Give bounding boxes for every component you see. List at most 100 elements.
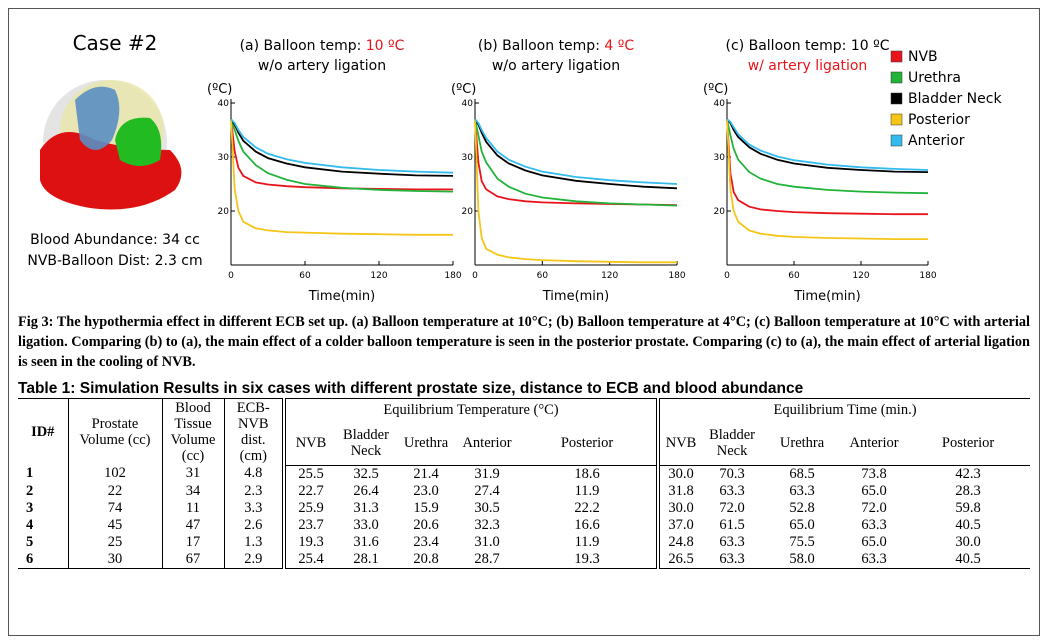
table-cell: 74 — [67, 499, 162, 517]
chart-subtitle: w/o artery ligation — [258, 58, 386, 74]
table-cell: 4.8 — [223, 465, 284, 483]
subheader: Anterior — [842, 421, 907, 466]
header: ECB-NVB dist. (cm) — [223, 398, 284, 465]
table-cell: 11.9 — [574, 482, 600, 499]
y-tick-label: 20 — [714, 207, 726, 217]
chart-subtitle: w/o artery ligation — [492, 58, 620, 74]
legend-label: Bladder Neck — [908, 91, 1002, 107]
title-text: (a) Balloon temp: — [240, 38, 366, 54]
table-cell: 31 — [161, 465, 224, 483]
title-value: 10 ºC — [366, 38, 405, 54]
header: Equilibrium Temperature (°C) — [281, 398, 659, 422]
table-cell: 63.3 — [719, 533, 745, 550]
legend-label: Urethra — [908, 70, 961, 86]
series-line — [474, 118, 678, 190]
table-cell: 21.4 — [413, 465, 439, 482]
subheader: Urethra — [396, 421, 456, 466]
case-info: Blood Abundance: 34 cc — [30, 232, 200, 248]
table-row: 6 30 67 2.9 25.4 28.1 20.8 28.7 19.3 26.5 63.3 58.0… — [18, 550, 1030, 568]
table-cell: 25.9 — [282, 499, 336, 517]
table-cell: 37.0 — [656, 516, 703, 534]
table-cell: 3.3 — [223, 499, 284, 517]
table-cell: 2 — [26, 482, 34, 499]
table-cell: 75.5 — [789, 533, 815, 550]
table-cell: 19.3 — [574, 550, 600, 567]
table-cell: 34 — [161, 482, 224, 500]
table-cell: 59.8 — [955, 499, 981, 516]
table-cell: 1 — [26, 465, 34, 482]
title-text: (c) Balloon temp: — [726, 38, 851, 54]
table-cell: 2.6 — [223, 516, 284, 534]
legend-label: NVB — [908, 49, 938, 65]
table-cell: 65.0 — [861, 533, 887, 550]
table-cell: 31.3 — [353, 499, 379, 516]
x-tick-label: 0 — [472, 271, 478, 281]
table-cell: 23.0 — [413, 482, 439, 499]
series-line — [474, 119, 678, 207]
table-cell: 58.0 — [789, 550, 815, 567]
legend-label: Anterior — [908, 133, 965, 149]
table-cell: 6 — [26, 550, 34, 567]
header: Prostate Volume (cc) — [67, 398, 162, 465]
x-tick-label: 120 — [370, 271, 387, 281]
header: Blood Tissue Volume (cc) — [161, 398, 224, 465]
figure: Case #2 Blood Abundance: 34 cc NVB-Ballo… — [27, 31, 1002, 304]
y-tick-label: 30 — [462, 153, 474, 163]
table-cell: 70.3 — [719, 465, 745, 482]
subheader: Anterior — [456, 421, 518, 466]
chart-subtitle: w/ artery ligation — [748, 58, 868, 74]
table-cell: 23.4 — [413, 533, 439, 550]
x-tick-label: 60 — [537, 271, 549, 281]
table-cell: 40.5 — [955, 550, 981, 567]
y-tick-label: 30 — [714, 153, 726, 163]
x-tick-label: 60 — [788, 271, 800, 281]
x-axis-label: Time(min) — [793, 289, 860, 304]
series-line — [474, 119, 677, 264]
header: Equilibrium Time (min.) — [656, 398, 1031, 422]
case-title: Case #2 — [73, 31, 158, 55]
legend-swatch — [890, 50, 903, 63]
table-cell: 3 — [26, 499, 34, 516]
table-cell: 30.0 — [955, 533, 981, 550]
subheader: Posterior — [518, 421, 659, 466]
table-cell: 65.0 — [789, 516, 815, 533]
y-tick-label: 20 — [462, 207, 474, 217]
chart-title: (b) Balloon temp: 4 ºC — [478, 38, 634, 54]
x-tick-label: 60 — [299, 271, 311, 281]
table-cell: 61.5 — [719, 516, 745, 533]
table-cell: 63.3 — [789, 482, 815, 499]
table-cell: 20.6 — [413, 516, 439, 533]
table-cell: 19.3 — [282, 533, 336, 551]
table-cell: 16.6 — [574, 516, 600, 533]
x-tick-label: 120 — [601, 271, 618, 281]
table-cell: 45 — [67, 516, 162, 534]
table-row: 4 45 47 2.6 23.7 33.0 20.6 32.3 16.6 37.0 61.5 65.0… — [18, 516, 1030, 534]
table-cell: 1.3 — [223, 533, 284, 551]
x-axis-label: Time(min) — [542, 289, 609, 304]
series-line — [230, 118, 454, 174]
table-cell: 72.0 — [861, 499, 887, 516]
title-value: 4 ºC — [604, 38, 634, 54]
subheader: NVB — [282, 421, 336, 466]
table-cell: 31.0 — [474, 533, 500, 550]
table-cell: 40.5 — [955, 516, 981, 533]
results-table: ID# Prostate Volume (cc) Blood Tissue Vo… — [18, 398, 1031, 569]
legend-swatch — [890, 92, 903, 105]
table-cell: 28.7 — [474, 550, 500, 567]
title-value: 10 ºC — [851, 38, 890, 54]
legend-swatch — [890, 71, 903, 84]
y-axis-label: (ºC) — [451, 82, 476, 97]
x-axis-label: Time(min) — [308, 289, 375, 304]
table-cell: 25.5 — [282, 465, 336, 483]
x-tick-label: 0 — [228, 271, 234, 281]
y-tick-label: 40 — [462, 99, 474, 109]
series-line — [474, 118, 678, 185]
table-cell: 30.0 — [656, 499, 703, 517]
table-row: 5 25 17 1.3 19.3 31.6 23.4 31.0 11.9 24.8 63.3 75.5… — [18, 533, 1030, 551]
table-cell: 4 — [26, 516, 34, 533]
series-line — [230, 119, 453, 236]
table-row: 3 74 11 3.3 25.9 31.3 15.9 30.5 22.2 30.0 72.0 52.8… — [18, 499, 1030, 517]
x-tick-label: 180 — [919, 271, 936, 281]
table-cell: 65.0 — [861, 482, 887, 499]
table-cell: 33.0 — [353, 516, 379, 533]
